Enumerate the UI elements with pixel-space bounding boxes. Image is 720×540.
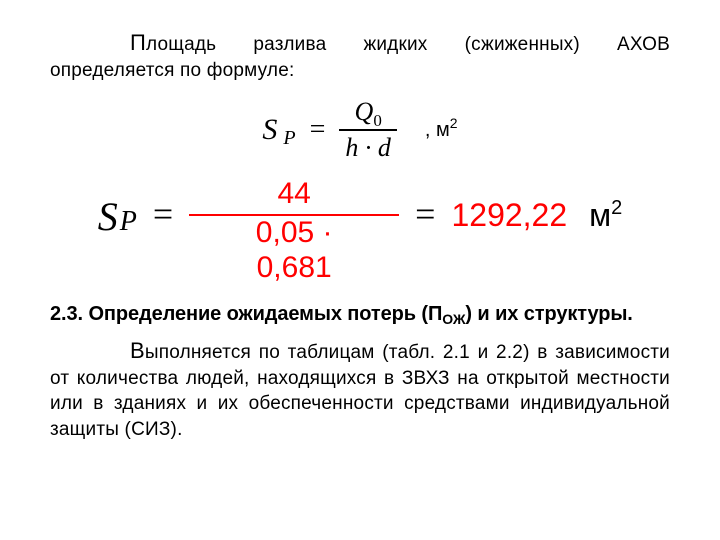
numerator-sub-0: 0 — [373, 111, 382, 130]
f2-fraction: 44 0,05 · 0,681 — [189, 177, 399, 285]
formula-substituted: SP = 44 0,05 · 0,681 = 1292,22 м2 — [50, 179, 670, 287]
f2-unit-sup-2: 2 — [611, 197, 622, 219]
heading-text-b: ) и их структуры. — [465, 303, 632, 325]
formula-lhs-sub-P: P — [283, 127, 295, 150]
f2-lhs: SP — [98, 193, 137, 240]
unit-m: , м — [425, 119, 450, 141]
heading-sub: ОЖ — [442, 311, 465, 327]
formula-numerator: Q0 — [349, 97, 388, 127]
f2-equals-2: = — [415, 193, 435, 235]
f2-den-line1: 0,05 · — [256, 216, 333, 249]
formula-denominator: h · d — [339, 133, 397, 163]
heading-text-a: Определение ожидаемых потерь (П — [88, 303, 442, 325]
f2-S: S — [98, 193, 118, 240]
f2-result-value: 1292,22 — [451, 197, 567, 234]
unit-sup-2: 2 — [450, 115, 458, 131]
fraction-bar — [339, 129, 397, 131]
body-paragraph: Выполняется по таблицам (табл. 2.1 и 2.2… — [50, 336, 670, 443]
heading-number: 2.3. — [50, 303, 83, 325]
intro-paragraph: Площадь разлива жидких (сжиженных) АХОВ … — [50, 28, 670, 83]
f2-denominator: 0,05 · 0,681 — [256, 216, 333, 285]
f2-sub-P: P — [120, 206, 137, 238]
numerator-Q: Q — [355, 97, 374, 126]
formula-definition: S P = Q0 h · d , м2 — [50, 97, 670, 163]
formula-unit: , м2 — [425, 119, 458, 142]
formula-sp-def: S P = Q0 h · d — [262, 97, 397, 163]
section-heading: 2.3. Определение ожидаемых потерь (ПОЖ) … — [50, 303, 670, 326]
f2-unit: м2 — [589, 197, 622, 234]
formula-lhs-S: S — [262, 113, 277, 147]
f2-den-line2: 0,681 — [257, 251, 332, 284]
f2-equals-1: = — [153, 193, 173, 235]
f2-numerator: 44 — [271, 177, 316, 214]
formula-equals: = — [310, 114, 326, 146]
formula-fraction: Q0 h · d — [339, 97, 397, 163]
f2-unit-m: м — [589, 197, 611, 233]
